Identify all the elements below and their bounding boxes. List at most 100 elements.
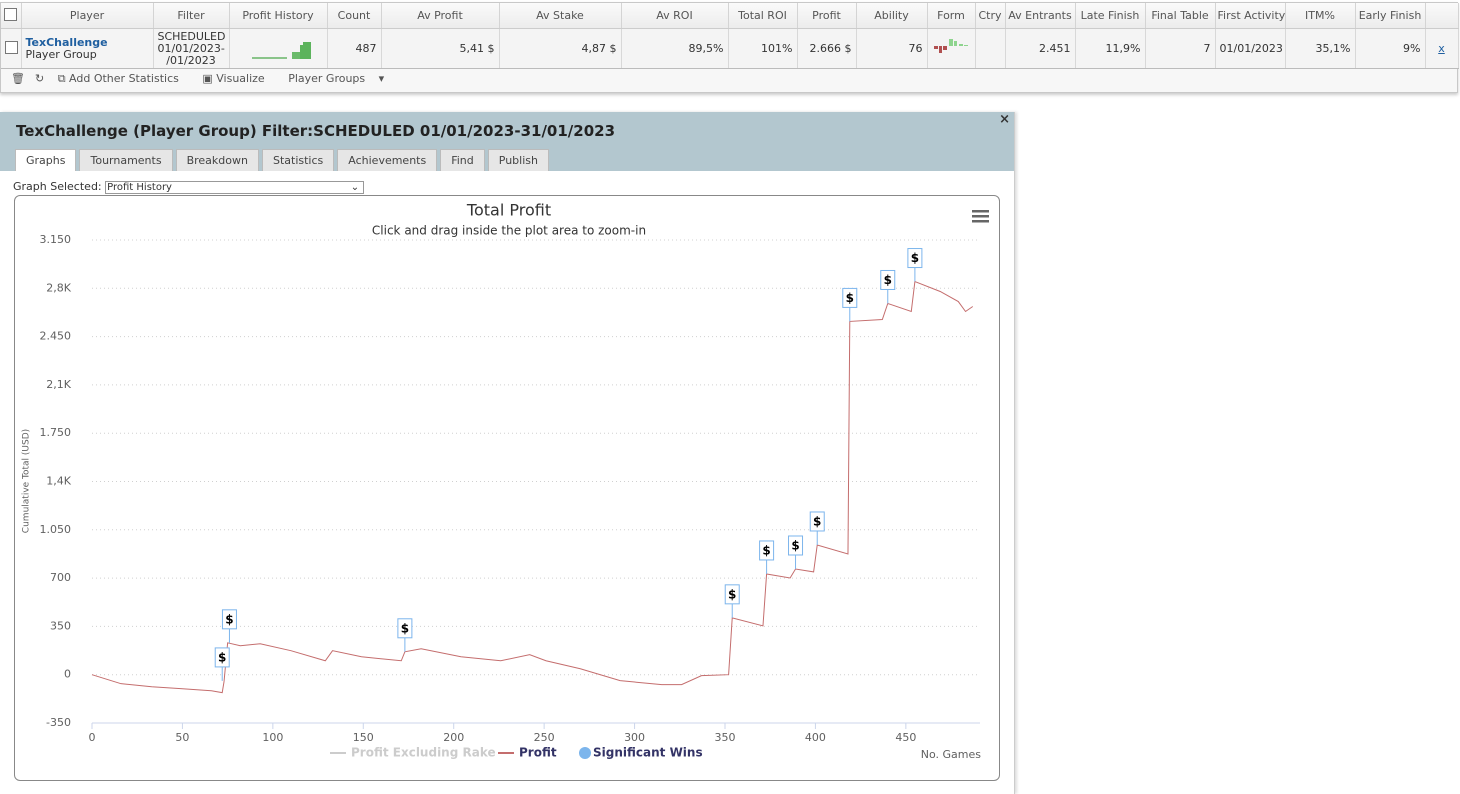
av-entrants: 2.451 <box>1005 28 1076 69</box>
flag: $ <box>221 609 237 643</box>
y-tick-label: 350 <box>50 619 71 632</box>
table: Player Filter Profit History Count Av Profit… <box>1 3 1459 69</box>
final-tables: 7 <box>1145 28 1216 69</box>
column-header: Form <box>927 3 976 29</box>
legend-item[interactable]: Profit Excluding Rake <box>330 746 496 760</box>
column-header: Total ROI <box>728 3 798 29</box>
flag-box <box>397 618 413 639</box>
y-tick-label: 700 <box>50 571 71 584</box>
column-header: Filter <box>153 3 230 29</box>
tab[interactable]: Tournaments <box>79 149 173 171</box>
graph-selector: Graph Selected: Profit History ⌄ <box>13 180 365 194</box>
column-header: Player <box>21 3 154 29</box>
column-header: Ctry <box>975 3 1006 29</box>
flag-text: $ <box>813 514 821 528</box>
player-groups-label: Player Groups <box>288 72 366 85</box>
tabs: Graphs Tournaments Breakdown Statistics Achi… <box>15 149 549 171</box>
x-tick-label: 450 <box>895 731 916 744</box>
legend-label: Profit <box>519 746 557 760</box>
tab[interactable]: Publish <box>487 149 549 171</box>
legend-label: Profit Excluding Rake <box>351 746 496 760</box>
y-tick-label: 2,1K <box>46 378 71 391</box>
flag-text: $ <box>911 251 919 265</box>
visualize-label: Visualize <box>216 72 265 85</box>
chart-container: Total Profit Click and drag inside the p… <box>14 195 1000 781</box>
flag-box <box>759 540 775 561</box>
form <box>927 28 976 69</box>
column-header: First Activity <box>1215 3 1286 29</box>
column-header: Final Table <box>1145 3 1216 29</box>
tab[interactable]: Statistics <box>261 149 335 171</box>
column-header: Profit History <box>229 3 328 29</box>
y-tick-label: 1,4K <box>46 475 71 488</box>
flag-box <box>724 584 740 605</box>
flag: $ <box>724 584 740 618</box>
select-all[interactable] <box>1 3 22 29</box>
x-tick-label: 0 <box>89 731 96 744</box>
menu-button[interactable] <box>972 210 989 223</box>
flag-text: $ <box>791 538 799 552</box>
column-header: Av Stake <box>499 3 622 29</box>
refresh-icon[interactable]: ↻ <box>34 72 45 85</box>
av-profit: 5,41 $ <box>381 28 500 69</box>
flag-text: $ <box>401 621 409 635</box>
x-tick-label: 350 <box>714 731 735 744</box>
flag-box <box>842 287 858 308</box>
early-finish: 9% <box>1355 28 1426 69</box>
graph-select[interactable]: Profit History ⌄ <box>105 181 365 194</box>
tab[interactable]: Breakdown <box>175 149 259 171</box>
profit-line <box>91 280 974 694</box>
x-tick-label: 300 <box>624 731 645 744</box>
flag-box <box>788 535 804 556</box>
x-tick-label: 50 <box>175 731 189 744</box>
legend-item[interactable]: Profit <box>498 746 557 760</box>
graph-selected-label: Graph Selected: <box>13 180 102 193</box>
flag: $ <box>809 511 825 545</box>
late-finish: 11,9% <box>1075 28 1146 69</box>
y-tick-label: -350 <box>46 716 71 729</box>
x-tick-label: 100 <box>262 731 283 744</box>
y-axis-label: Cumulative Total (USD) <box>22 429 32 533</box>
flag-box <box>809 511 825 532</box>
graph-panel: TexChallenge (Player Group) Filter:SCHED… <box>0 112 1015 794</box>
y-tick-label: 2,8K <box>46 281 71 294</box>
column-header: Profit <box>797 3 857 29</box>
tab[interactable]: Achievements <box>337 149 438 171</box>
player-link[interactable]: TexChallenge <box>25 35 108 49</box>
flag: $ <box>759 540 775 574</box>
tab[interactable]: Graphs <box>15 149 77 171</box>
total-roi: 101% <box>728 28 798 69</box>
flag-text: $ <box>846 291 854 305</box>
data-row: TexChallenge Player Group SCHEDULED 01/01/… <box>1 28 1459 69</box>
select-row[interactable] <box>1 28 22 69</box>
delete-icon[interactable]: 🗑 <box>11 72 25 85</box>
flag: $ <box>907 248 923 282</box>
panel-header: TexChallenge (Player Group) Filter:SCHED… <box>0 112 1014 171</box>
flag-box <box>880 269 896 290</box>
close-button[interactable]: × <box>999 112 1010 127</box>
column-header: Late Finish <box>1075 3 1146 29</box>
graph-select-value: Profit History <box>107 182 172 193</box>
tab[interactable]: Find <box>440 149 485 171</box>
first-activity: 01/01/2023 <box>1215 28 1286 69</box>
y-tick-label: 1.050 <box>40 523 72 536</box>
header-row: Player Filter Profit History Count Av Profit… <box>1 3 1459 29</box>
remove-link[interactable]: x <box>1425 28 1459 69</box>
flag-text: $ <box>728 587 736 601</box>
flag: $ <box>397 618 413 652</box>
visualize[interactable]: ▣ Visualize <box>202 72 265 85</box>
form-graphic <box>933 39 968 53</box>
player-type: Player Group <box>25 47 97 61</box>
flag: $ <box>880 269 896 304</box>
flag-text: $ <box>225 612 233 626</box>
legend-item[interactable]: Significant Wins <box>579 746 703 760</box>
flag-box <box>221 609 237 630</box>
x-tick-label: 200 <box>443 731 464 744</box>
av-roi: 89,5% <box>621 28 729 69</box>
add-stats[interactable]: ⧉ Add Other Statistics <box>57 72 179 85</box>
x-tick-label: 400 <box>805 731 826 744</box>
player-groups[interactable]: Player Groups ▾ <box>288 72 385 85</box>
x-tick-label: 150 <box>353 731 374 744</box>
filter-line: 01/01/2023- <box>157 41 225 55</box>
filter-line: /01/2023 <box>166 53 216 67</box>
